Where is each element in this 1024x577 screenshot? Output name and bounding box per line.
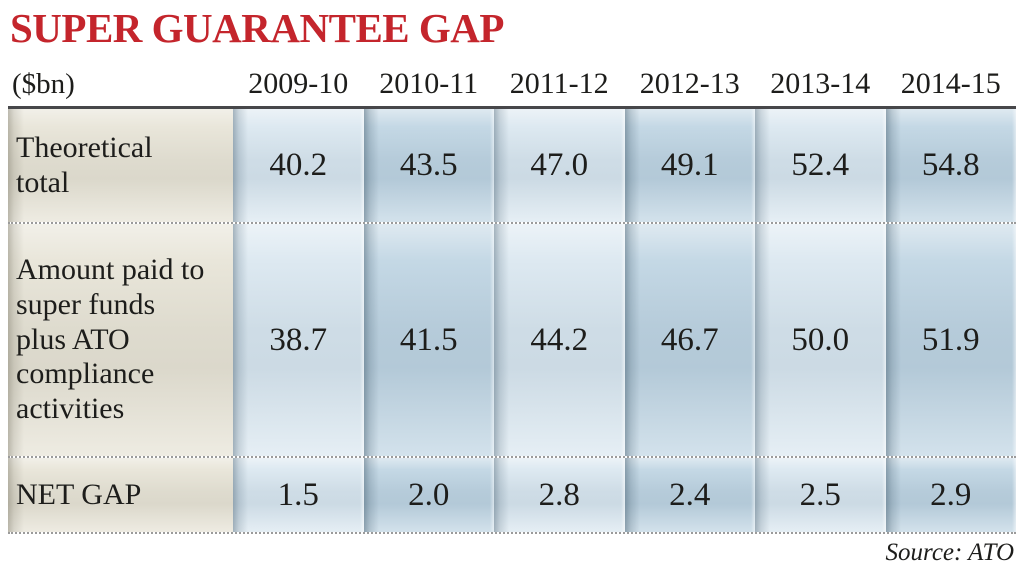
column-header-2010-11: 2010-11 (379, 67, 479, 100)
column-header-2009-10: 2009-10 (248, 67, 349, 100)
table-cell: 43.5 (363, 109, 494, 222)
table-cell: 46.7 (624, 224, 755, 456)
table-cell: 49.1 (624, 109, 755, 222)
table-row: NET GAP 1.5 2.0 2.8 2.4 2.5 2.9 (8, 458, 1016, 534)
column-header-2012-13: 2012-13 (639, 67, 740, 100)
table-body: Theoretical total 40.2 43.5 47.0 49.1 52… (8, 106, 1016, 534)
unit-label: ($bn) (12, 68, 75, 100)
column-header-2011-12: 2011-12 (509, 67, 609, 100)
table-cell: 51.9 (885, 224, 1016, 456)
table-cell: 41.5 (363, 224, 494, 456)
table-cell: 2.4 (624, 458, 755, 532)
page-title: SUPER GUARANTEE GAP (10, 5, 504, 51)
table-row: Amount paid to super funds plus ATO comp… (8, 224, 1016, 458)
table-cell: 2.8 (494, 458, 625, 532)
row-label: Theoretical total (8, 109, 233, 222)
table-cell: 47.0 (494, 109, 625, 222)
table-cell: 40.2 (233, 109, 364, 222)
table-cell: 54.8 (885, 109, 1016, 222)
table-cell: 38.7 (233, 224, 364, 456)
column-header-2014-15: 2014-15 (900, 67, 1001, 100)
row-label: NET GAP (8, 458, 233, 532)
table-cell: 1.5 (233, 458, 364, 532)
table-cell: 50.0 (755, 224, 886, 456)
table-cell: 2.9 (885, 458, 1016, 532)
table-cell: 2.0 (363, 458, 494, 532)
table-cell: 44.2 (494, 224, 625, 456)
column-header-2013-14: 2013-14 (770, 67, 871, 100)
row-label: Amount paid to super funds plus ATO comp… (8, 224, 233, 456)
table-cell: 52.4 (755, 109, 886, 222)
table-cell: 2.5 (755, 458, 886, 532)
table-header-row: ($bn) 2009-10 2010-11 2011-12 2012-13 20… (8, 49, 1016, 106)
source-attribution: Source: ATO (885, 539, 1014, 566)
table-row: Theoretical total 40.2 43.5 47.0 49.1 52… (8, 109, 1016, 224)
